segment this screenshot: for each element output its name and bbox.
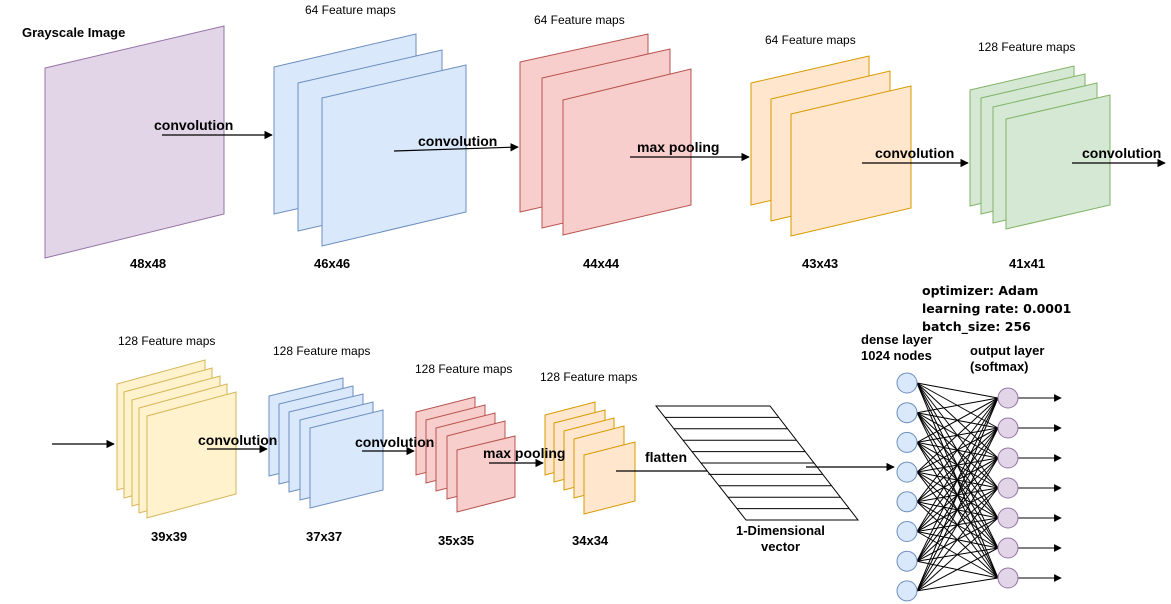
op-label-convolution: convolution — [355, 434, 434, 450]
connection-line — [916, 397, 999, 414]
size-label-39x39: 39x39 — [151, 529, 187, 544]
connection-line — [916, 397, 999, 443]
vector-label-line1: 1-Dimensional — [736, 523, 825, 538]
dense-node — [896, 491, 918, 513]
output-node — [997, 387, 1019, 409]
op-label-convolution: convolution — [198, 432, 277, 448]
dense-node — [896, 372, 918, 394]
op-label-convolution: convolution — [875, 145, 954, 161]
feature-map-stack-128-orange — [544, 401, 636, 515]
feature-map-count-label: 128 Feature maps — [540, 370, 637, 384]
dense-node — [896, 521, 918, 542]
input-image-title: Grayscale Image — [22, 25, 125, 40]
op-label-flatten: flatten — [645, 449, 687, 465]
output-node — [997, 417, 1019, 439]
feature-map-stack-128-yellow — [116, 359, 237, 519]
size-label-44x44: 44x44 — [583, 256, 620, 271]
learning-rate-label: learning rate: 0.0001 — [922, 301, 1071, 316]
op-label-max-pooling: max pooling — [637, 139, 719, 155]
vector-label-line2: vector — [761, 539, 800, 554]
dense-node — [896, 402, 918, 424]
size-label-48x48: 48x48 — [130, 256, 166, 271]
op-label-convolution: convolution — [1082, 145, 1161, 161]
connection-line — [916, 487, 999, 592]
connection-line — [916, 547, 999, 592]
feature-map-count-label: 128 Feature maps — [118, 334, 215, 348]
output-node — [997, 447, 1019, 469]
dense-layer-label: dense layer — [861, 332, 933, 347]
dense-node — [896, 550, 918, 572]
dense-node — [896, 580, 918, 602]
arrow-convolution-2 — [393, 143, 519, 152]
batch-size-label: batch_size: 256 — [922, 319, 1031, 335]
feature-map-count-label: 128 Feature maps — [415, 362, 512, 376]
connection-line — [916, 397, 999, 562]
connection-line — [916, 397, 999, 592]
connection-line — [916, 427, 999, 592]
size-label-43x43: 43x43 — [802, 256, 838, 271]
feature-map-stack-64-orange — [750, 55, 912, 237]
dense-nodes-label: 1024 nodes — [861, 348, 932, 363]
output-layer-label: output layer — [970, 343, 1044, 358]
flattened-vector — [654, 405, 860, 521]
size-label-37x37: 37x37 — [306, 529, 342, 544]
dense-node — [896, 431, 918, 453]
feature-map-stack-64-blue — [273, 33, 467, 247]
dense-node — [896, 461, 918, 483]
feature-map-stack-64-red — [519, 33, 692, 236]
input-grayscale-image — [44, 25, 225, 259]
connection-line — [916, 517, 999, 592]
feature-map-count-label: 64 Feature maps — [534, 13, 625, 27]
op-label-convolution: convolution — [154, 117, 233, 133]
connection-line — [916, 382, 999, 399]
feature-map-count-label: 128 Feature maps — [273, 344, 370, 358]
output-node — [997, 567, 1019, 589]
output-node — [997, 537, 1019, 559]
fully-connected-network — [896, 372, 1062, 602]
connection-line — [916, 397, 999, 473]
output-node — [997, 507, 1019, 529]
feature-map-stack-128-blue — [268, 377, 384, 509]
feature-map-count-label: 128 Feature maps — [978, 40, 1075, 54]
feature-map-stack-128-red — [415, 396, 516, 513]
connection-line — [916, 397, 999, 503]
feature-map-count-label: 64 Feature maps — [305, 3, 396, 17]
op-label-max-pooling: max pooling — [483, 445, 565, 461]
size-label-41x41: 41x41 — [1009, 256, 1045, 271]
connection-line — [916, 457, 999, 592]
size-label-34x34: 34x34 — [572, 533, 609, 548]
connection-line — [916, 577, 999, 592]
feature-map-stack-128-green — [969, 65, 1111, 230]
size-label-46x46: 46x46 — [314, 256, 350, 271]
optimizer-label: optimizer: Adam — [922, 283, 1038, 298]
feature-map-count-label: 64 Feature maps — [765, 33, 856, 47]
connection-line — [916, 397, 999, 532]
op-label-convolution: convolution — [418, 133, 497, 149]
size-label-35x35: 35x35 — [438, 533, 474, 548]
softmax-label: (softmax) — [970, 359, 1029, 374]
output-node — [997, 477, 1019, 499]
